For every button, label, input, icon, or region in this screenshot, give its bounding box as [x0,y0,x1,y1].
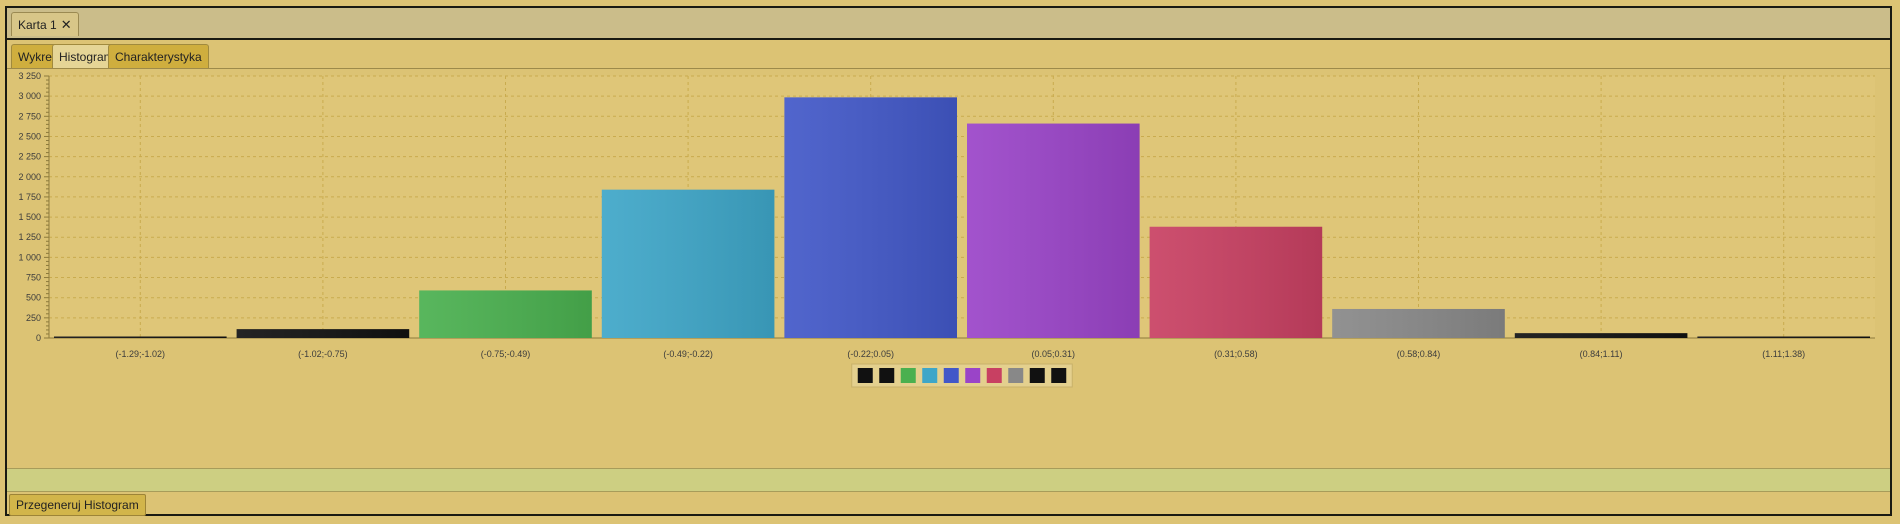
histogram-bar-shade [419,290,592,338]
legend-swatch [879,368,895,383]
y-tick-label: 2 000 [18,172,41,182]
x-tick-label: (0.05;0.31) [1032,349,1076,359]
legend-swatch [965,368,981,383]
y-tick-label: 1 750 [18,192,41,202]
y-tick-label: 3 000 [18,91,41,101]
plot-background [49,76,1875,338]
tab-charakterystyka[interactable]: Charakterystyka [108,44,209,68]
histogram-svg: 0 250 500 750 1 000 1 250 1 500 1 750 2 000 2 250… [18,71,1875,388]
y-tick-label: 3 250 [18,71,41,81]
y-tick-label: 2 500 [18,131,41,141]
legend-swatch [1008,368,1024,383]
histogram-chart: 0 250 500 750 1 000 1 250 1 500 1 750 2 000 2 250… [7,70,1890,470]
close-icon[interactable]: ✕ [60,16,72,32]
y-tick-label: 0 [36,333,41,343]
histogram-bar-shade [54,336,227,338]
histogram-bar-shade [1697,336,1870,338]
x-tick-label: (-0.49;-0.22) [663,349,713,359]
tab-charakterystyka-label: Charakterystyka [115,49,202,64]
x-tick-label: (-1.02;-0.75) [298,349,348,359]
document-tab-label: Karta 1 [18,17,57,32]
status-strip [7,468,1890,492]
histogram-bar-shade [1332,308,1505,338]
histogram-bar-shade [967,123,1140,338]
legend-swatch [900,368,916,383]
legend-swatch [943,368,959,383]
y-tick-label: 1 500 [18,212,41,222]
x-tick-label: (0.31;0.58) [1214,349,1258,359]
x-tick-label: (-0.75;-0.49) [481,349,531,359]
tab-histogram-label: Histogram [59,49,114,64]
x-tick-label: (0.84;1.11) [1580,349,1623,359]
x-tick-label: (1.11;1.38) [1762,349,1805,359]
y-tick-label: 2 250 [18,152,41,162]
legend-swatch [922,368,938,383]
view-tabbar: Wykres Histogram Charakterystyka [7,40,1890,69]
histogram-bar-shade [236,329,410,338]
legend-swatch [1029,368,1045,383]
y-tick-label: 1 000 [18,252,41,262]
window-frame: Karta 1 ✕ Wykres Histogram Charakterysty… [5,6,1892,516]
y-tick-label: 250 [26,313,41,323]
regenerate-histogram-button[interactable]: Przegeneruj Histogram [9,494,146,516]
legend-swatch [986,368,1002,383]
legend-swatch [1051,368,1067,383]
document-tabbar: Karta 1 ✕ [7,8,1890,40]
y-tick-label: 2 750 [18,111,41,121]
histogram-bar-shade [1149,226,1323,338]
y-tick-label: 1 250 [18,232,41,242]
histogram-bar-shade [784,97,957,339]
y-tick-label: 500 [26,293,41,303]
document-tab[interactable]: Karta 1 ✕ [11,12,79,36]
histogram-bar-shade [1514,333,1688,338]
x-tick-label: (-0.22;0.05) [847,349,894,359]
x-tick-label: (-1.29;-1.02) [116,349,166,359]
x-tick-label: (0.58;0.84) [1397,349,1441,359]
histogram-bar-shade [601,189,775,338]
tab-wykres-label: Wykres [18,49,58,64]
y-tick-label: 750 [26,273,41,283]
legend-swatch [857,368,873,383]
